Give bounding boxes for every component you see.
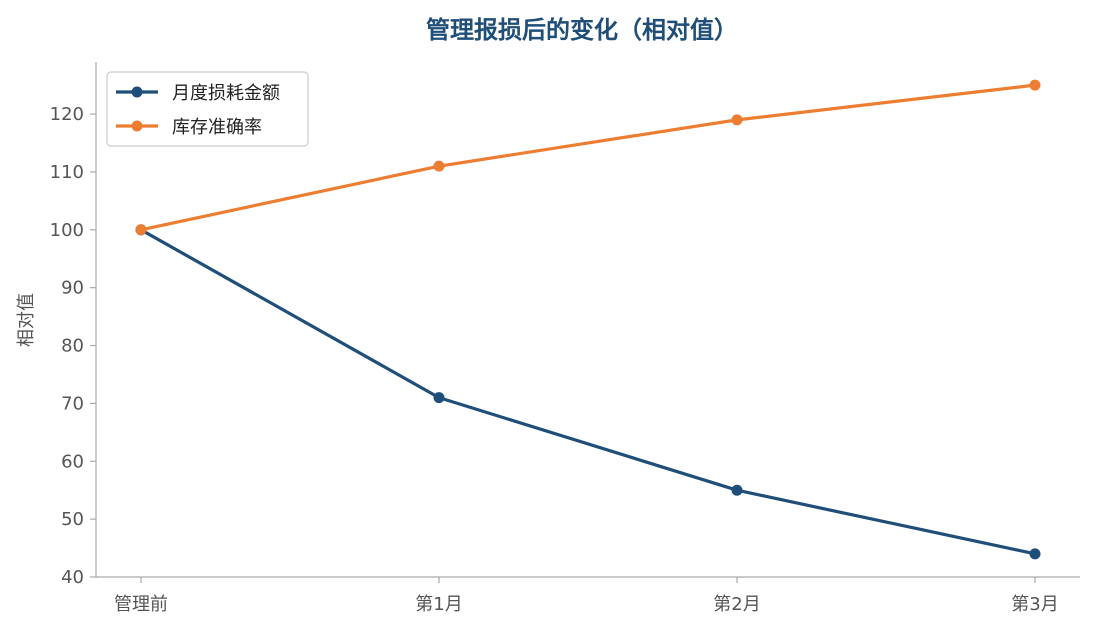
legend-swatch-marker — [131, 120, 143, 132]
data-point — [433, 160, 445, 172]
x-tick-label: 第3月 — [1011, 594, 1058, 615]
y-tick-label: 90 — [61, 278, 84, 299]
y-axis-label: 相对值 — [16, 293, 37, 347]
legend-swatch-marker — [131, 86, 143, 98]
y-axis-ticks: 40 50 60 70 80 90 100 110 120 — [50, 104, 96, 588]
axes — [95, 62, 1080, 578]
chart-title: 管理报损后的变化（相对值） — [426, 16, 738, 44]
x-tick-label: 管理前 — [114, 594, 168, 615]
data-point — [1029, 548, 1041, 560]
x-axis-ticks: 管理前 第1月 第2月 第3月 — [114, 577, 1059, 615]
data-point — [135, 224, 147, 236]
legend-label: 库存准确率 — [172, 117, 262, 138]
series-1 — [135, 224, 1041, 560]
y-tick-label: 40 — [61, 567, 84, 588]
y-tick-label: 100 — [50, 220, 84, 241]
series-2 — [135, 79, 1041, 236]
x-tick-label: 第2月 — [713, 594, 760, 615]
data-point — [731, 484, 743, 496]
legend-item: 库存准确率 — [116, 117, 262, 138]
y-tick-label: 120 — [50, 104, 84, 125]
legend-label: 月度损耗金额 — [172, 83, 280, 104]
series-line — [140, 83, 1036, 232]
data-point — [433, 392, 445, 404]
y-tick-label: 110 — [50, 162, 84, 183]
series-line — [140, 228, 1036, 556]
y-tick-label: 80 — [61, 336, 84, 357]
y-tick-label: 50 — [61, 509, 84, 530]
series-layer — [135, 79, 1041, 560]
data-point — [731, 114, 743, 126]
y-tick-label: 60 — [61, 451, 84, 472]
x-tick-label: 第1月 — [415, 594, 462, 615]
legend-item: 月度损耗金额 — [116, 83, 280, 104]
data-point — [1029, 79, 1041, 91]
y-tick-label: 70 — [61, 393, 84, 414]
